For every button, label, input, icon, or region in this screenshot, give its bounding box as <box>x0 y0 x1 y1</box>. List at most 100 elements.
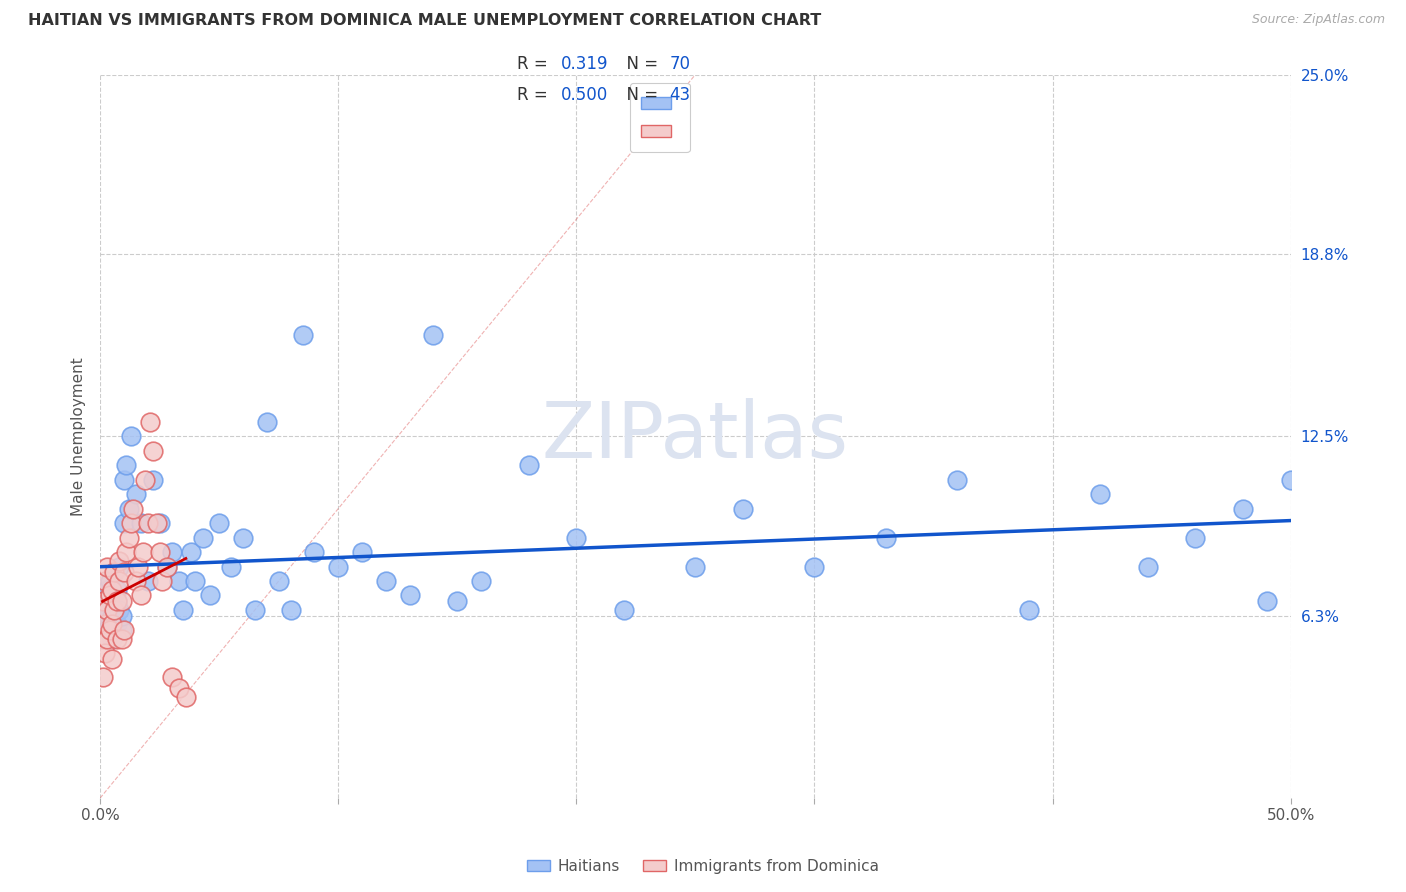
Point <box>160 669 183 683</box>
Text: 43: 43 <box>669 87 690 104</box>
Point <box>105 594 128 608</box>
Point <box>141 473 163 487</box>
Point <box>565 531 588 545</box>
Point <box>94 589 117 603</box>
Point <box>110 632 132 646</box>
Point <box>304 545 326 559</box>
Legend: Haitians, Immigrants from Dominica: Haitians, Immigrants from Dominica <box>522 853 884 880</box>
Point <box>101 617 124 632</box>
Point <box>103 566 125 580</box>
Point <box>136 574 159 588</box>
Point <box>101 652 124 666</box>
Point <box>875 531 897 545</box>
Point <box>146 516 169 530</box>
Point <box>96 632 118 646</box>
Point <box>685 559 707 574</box>
Point <box>110 624 132 638</box>
Point <box>112 473 135 487</box>
Point <box>141 443 163 458</box>
Point <box>91 669 114 683</box>
Text: R =: R = <box>517 87 554 104</box>
Point <box>243 603 266 617</box>
Point <box>291 328 314 343</box>
Point <box>108 554 131 568</box>
Text: N =: N = <box>616 55 664 73</box>
Point <box>172 603 194 617</box>
Point <box>470 574 492 588</box>
Point <box>115 545 138 559</box>
Point <box>118 531 141 545</box>
Point <box>256 415 278 429</box>
Text: 0.319: 0.319 <box>561 55 609 73</box>
Text: HAITIAN VS IMMIGRANTS FROM DOMINICA MALE UNEMPLOYMENT CORRELATION CHART: HAITIAN VS IMMIGRANTS FROM DOMINICA MALE… <box>28 13 821 29</box>
Text: N =: N = <box>616 87 664 104</box>
Point <box>731 501 754 516</box>
Text: R =: R = <box>517 55 554 73</box>
Point <box>328 559 350 574</box>
Point <box>180 545 202 559</box>
Point <box>91 632 114 646</box>
Point <box>232 531 254 545</box>
Point <box>1256 594 1278 608</box>
Point <box>103 589 125 603</box>
Point <box>132 545 155 559</box>
Point <box>1279 473 1302 487</box>
Point <box>94 574 117 588</box>
Point <box>149 516 172 530</box>
Point <box>946 473 969 487</box>
Point <box>96 603 118 617</box>
Point <box>160 545 183 559</box>
Point <box>129 516 152 530</box>
Point <box>1090 487 1112 501</box>
Point <box>94 646 117 660</box>
Point <box>118 501 141 516</box>
Point <box>96 559 118 574</box>
Point <box>91 594 114 608</box>
Point <box>108 603 131 617</box>
Point <box>198 589 221 603</box>
Point <box>139 415 162 429</box>
Point <box>150 574 173 588</box>
Point <box>422 328 444 343</box>
Point <box>105 594 128 608</box>
Point <box>101 632 124 646</box>
Point <box>91 594 114 608</box>
Point <box>103 624 125 638</box>
Point <box>280 603 302 617</box>
Point <box>94 612 117 626</box>
Point <box>96 624 118 638</box>
Point <box>191 531 214 545</box>
Point <box>184 574 207 588</box>
Point <box>108 574 131 588</box>
Point <box>112 516 135 530</box>
Point <box>167 574 190 588</box>
Point <box>101 582 124 597</box>
Point <box>125 487 148 501</box>
Point <box>156 559 179 574</box>
Point <box>105 582 128 597</box>
Point <box>1232 501 1254 516</box>
Point <box>98 574 121 588</box>
Point <box>398 589 420 603</box>
Point <box>101 608 124 623</box>
Point <box>105 617 128 632</box>
Point <box>374 574 396 588</box>
Point <box>267 574 290 588</box>
Point <box>112 566 135 580</box>
Point <box>115 458 138 473</box>
Point <box>167 681 190 695</box>
Point <box>136 516 159 530</box>
Point <box>134 473 156 487</box>
Point <box>96 582 118 597</box>
Point <box>1136 559 1159 574</box>
Point <box>110 608 132 623</box>
Point <box>129 589 152 603</box>
Y-axis label: Male Unemployment: Male Unemployment <box>72 357 86 516</box>
Point <box>127 559 149 574</box>
Point <box>1184 531 1206 545</box>
Point <box>122 501 145 516</box>
Point <box>98 589 121 603</box>
Point <box>174 690 197 704</box>
Point <box>112 624 135 638</box>
Point <box>94 617 117 632</box>
